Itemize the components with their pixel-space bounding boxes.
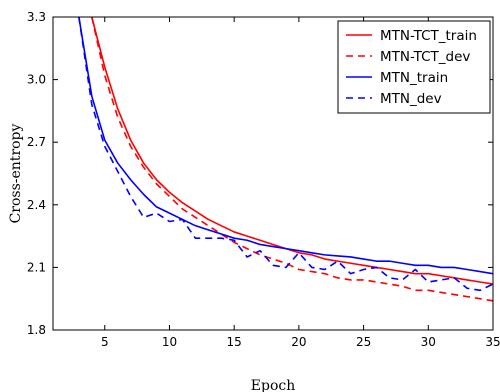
legend-entry-label: MTN-TCT_dev xyxy=(380,49,470,65)
x-axis-title: Epoch xyxy=(251,378,295,392)
series-line-0 xyxy=(91,17,493,285)
x-tick-label: 5 xyxy=(101,335,109,349)
series-line-3 xyxy=(78,17,493,292)
series-line-2 xyxy=(78,17,493,275)
x-tick-label: 35 xyxy=(485,335,500,349)
legend-entry-label: MTN-TCT_train xyxy=(380,28,477,44)
plot-frame xyxy=(52,16,494,331)
x-tick-label: 20 xyxy=(291,335,306,349)
ticks-layer: 5 10 15 20 25 30 35 1.8 2.1 2.4 2.7 3.0 3.3 xyxy=(27,10,500,349)
series-line-1 xyxy=(91,17,493,302)
legend-entry-label: MTN_dev xyxy=(380,91,442,107)
y-tick-label: 3.0 xyxy=(27,73,46,87)
y-tick-label: 1.8 xyxy=(27,323,46,337)
legend: MTN-TCT_train MTN-TCT_dev MTN_train MTN_dev xyxy=(337,20,491,114)
x-tick-label: 30 xyxy=(421,335,436,349)
y-tick-label: 2.4 xyxy=(27,198,46,212)
y-tick-label: 2.7 xyxy=(27,135,46,149)
y-tick-label: 2.1 xyxy=(27,260,46,274)
y-axis-title: Cross-entropy xyxy=(8,123,24,223)
x-tick-label: 10 xyxy=(162,335,177,349)
x-tick-label: 15 xyxy=(227,335,242,349)
legend-entry-label: MTN_train xyxy=(380,70,448,86)
y-tick-label: 3.3 xyxy=(27,10,46,24)
x-tick-label: 25 xyxy=(356,335,371,349)
series-layer xyxy=(78,17,493,302)
